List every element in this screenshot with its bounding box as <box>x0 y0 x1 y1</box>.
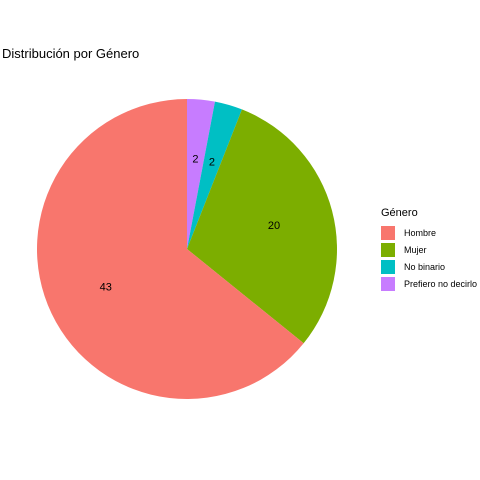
legend-item-mujer: Mujer <box>381 241 477 258</box>
slice-label-hombre: 43 <box>100 282 112 294</box>
legend-title: Género <box>381 207 477 219</box>
legend-item-prefiero-no-decirlo: Prefiero no decirlo <box>381 275 477 292</box>
legend-key-mujer <box>381 243 395 257</box>
legend-label-no-binario: No binario <box>404 262 445 272</box>
legend-label-prefiero-no-decirlo: Prefiero no decirlo <box>404 279 477 289</box>
legend-key-prefiero-no-decirlo <box>381 277 395 291</box>
legend-item-no-binario: No binario <box>381 258 477 275</box>
legend-label-hombre: Hombre <box>404 228 436 238</box>
slice-label-mujer: 20 <box>268 220 280 232</box>
legend: Género Hombre Mujer No binario Prefiero no … <box>381 207 477 292</box>
slice-label-no-binario: 2 <box>209 156 215 168</box>
legend-label-mujer: Mujer <box>404 245 427 255</box>
legend-item-hombre: Hombre <box>381 224 477 241</box>
legend-key-hombre <box>381 226 395 240</box>
legend-key-no-binario <box>381 260 395 274</box>
slice-label-prefiero-no-decirlo: 2 <box>192 153 198 165</box>
